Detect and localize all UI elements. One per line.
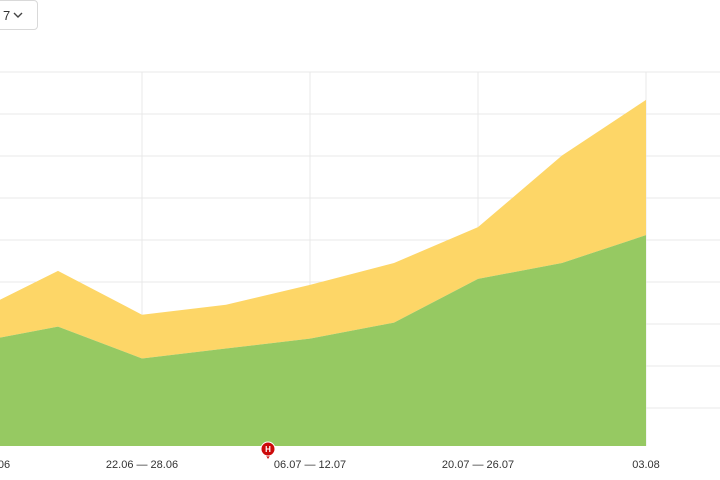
x-tick-label: 08.06 — 14.06 bbox=[0, 459, 10, 471]
area-series-bottom bbox=[0, 235, 646, 446]
event-marker-label: Н bbox=[265, 445, 271, 454]
chevron-down-icon bbox=[13, 12, 23, 19]
event-markers: НН bbox=[260, 441, 276, 459]
x-tick-label: 20.07 — 26.07 bbox=[442, 459, 514, 471]
x-tick-label: 22.06 — 28.06 bbox=[106, 459, 178, 471]
period-select-value: 7 bbox=[3, 7, 11, 23]
x-tick-label: 06.07 — 12.07 bbox=[274, 459, 346, 471]
event-marker[interactable]: Н bbox=[260, 441, 276, 459]
x-axis-ticks: 08.06 — 14.06 22.06 — 28.06 06.07 — 12.07 2… bbox=[0, 459, 660, 471]
area-series-top bbox=[0, 99, 646, 359]
x-tick-label: 03.08 bbox=[632, 459, 660, 471]
series-areas bbox=[0, 99, 646, 446]
period-select[interactable]: 7 bbox=[0, 0, 38, 30]
